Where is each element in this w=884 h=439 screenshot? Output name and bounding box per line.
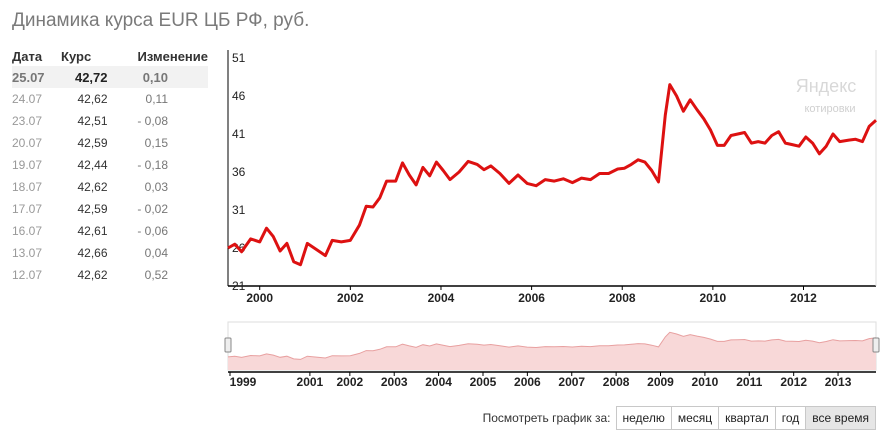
x-tick-label: 2002 <box>337 291 364 305</box>
table-row: 24.07 42,62 0,11 <box>12 88 208 110</box>
cell-date: 12.07 <box>12 268 43 282</box>
cell-change: 0,52 <box>144 268 168 282</box>
period-button[interactable]: квартал <box>718 406 776 430</box>
cell-date: 20.07 <box>12 136 43 150</box>
table-row: 20.07 42,59 0,15 <box>12 132 208 154</box>
cell-change: 0,04 <box>144 246 168 260</box>
cell-rate: 42,59 <box>77 136 108 150</box>
overview-tick-label: 2012 <box>780 375 807 389</box>
cell-change: - 0,08 <box>137 114 168 128</box>
x-tick-label: 2010 <box>700 291 727 305</box>
overview-tick-label: 2008 <box>603 375 630 389</box>
cell-rate: 42,44 <box>77 158 108 172</box>
cell-change: - 0,02 <box>137 202 168 216</box>
x-tick-label: 2000 <box>246 291 273 305</box>
page-title: Динамика курса EUR ЦБ РФ, руб. <box>12 10 310 31</box>
x-tick-label: 2008 <box>609 291 636 305</box>
table-row: 16.07 42,61 - 0,06 <box>12 220 208 242</box>
overview-tick-label: 2004 <box>425 375 452 389</box>
x-tick-label: 2012 <box>790 291 817 305</box>
period-button[interactable]: год <box>774 406 807 430</box>
cell-rate: 42,66 <box>77 246 108 260</box>
period-selector-label: Посмотреть график за: <box>482 411 611 425</box>
overview-tick-label: 2009 <box>647 375 674 389</box>
table-row: 25.07 42,72 0,10 <box>12 66 208 88</box>
column-header-change: Изменение <box>137 48 208 64</box>
navigator-handle-left[interactable] <box>224 337 232 353</box>
navigator-handle-right[interactable] <box>872 337 880 353</box>
table-row: 18.07 42,62 0,03 <box>12 176 208 198</box>
overview-tick-label: 2013 <box>825 375 852 389</box>
cell-rate: 42,61 <box>77 224 108 238</box>
table-row: 17.07 42,59 - 0,02 <box>12 198 208 220</box>
cell-rate: 42,72 <box>55 66 134 88</box>
cell-change: 0,10 <box>133 66 208 88</box>
period-button[interactable]: месяц <box>670 406 720 430</box>
cell-date: 19.07 <box>12 158 43 172</box>
y-tick-label: 36 <box>232 165 246 179</box>
y-tick-label: 41 <box>232 127 246 141</box>
overview-tick-label: 2011 <box>736 375 762 389</box>
column-header-rate: Курс <box>61 48 92 64</box>
overview-tick-label: 2005 <box>470 375 497 389</box>
period-button[interactable]: неделю <box>615 406 672 430</box>
x-tick-label: 2004 <box>428 291 455 305</box>
column-header-date: Дата <box>12 48 43 64</box>
cell-rate: 42,62 <box>77 92 108 106</box>
table-row: 12.07 42,62 0,52 <box>12 264 208 286</box>
overview-area <box>228 332 876 370</box>
period-selector: Посмотреть график за: неделю месяц квартал… <box>483 406 876 430</box>
cell-change: 0,03 <box>144 180 168 194</box>
yandex-logo: Яндекс <box>796 76 857 96</box>
y-tick-label: 46 <box>232 89 246 103</box>
overview-tick-label: 2001 <box>297 375 324 389</box>
cell-date: 16.07 <box>12 224 43 238</box>
y-tick-label: 21 <box>232 279 246 293</box>
cell-change: 0,11 <box>145 92 168 106</box>
cell-rate: 42,62 <box>77 180 108 194</box>
cell-change: - 0,18 <box>137 158 168 172</box>
cell-date: 25.07 <box>12 66 56 88</box>
overview-tick-label: 2003 <box>381 375 408 389</box>
cell-date: 23.07 <box>12 114 43 128</box>
watermark-subtitle: котировки <box>804 103 855 115</box>
rates-table: Дата Курс Изменение 25.07 42,72 0,10 24.07 4… <box>12 46 208 286</box>
cell-date: 13.07 <box>12 246 43 260</box>
y-tick-label: 31 <box>232 203 246 217</box>
table-row: 13.07 42,66 0,04 <box>12 242 208 264</box>
cell-change: 0,15 <box>144 136 168 150</box>
cell-date: 18.07 <box>12 180 43 194</box>
cell-rate: 42,59 <box>77 202 108 216</box>
overview-tick-label: 1999 <box>230 375 257 389</box>
overview-tick-label: 2007 <box>558 375 585 389</box>
overview-tick-label: 2010 <box>692 375 719 389</box>
cell-change: - 0,06 <box>137 224 168 238</box>
cell-date: 17.07 <box>12 202 43 216</box>
cell-rate: 42,62 <box>77 268 108 282</box>
cell-date: 24.07 <box>12 92 43 106</box>
table-row: 23.07 42,51 - 0,08 <box>12 110 208 132</box>
series-line <box>227 83 878 267</box>
overview-tick-label: 2002 <box>336 375 363 389</box>
period-button[interactable]: все время <box>805 406 876 430</box>
x-tick-label: 2006 <box>518 291 545 305</box>
cell-rate: 42,51 <box>77 114 108 128</box>
y-tick-label: 51 <box>232 51 246 65</box>
overview-line <box>227 331 877 360</box>
table-row: 19.07 42,44 - 0,18 <box>12 154 208 176</box>
overview-tick-label: 2006 <box>514 375 541 389</box>
